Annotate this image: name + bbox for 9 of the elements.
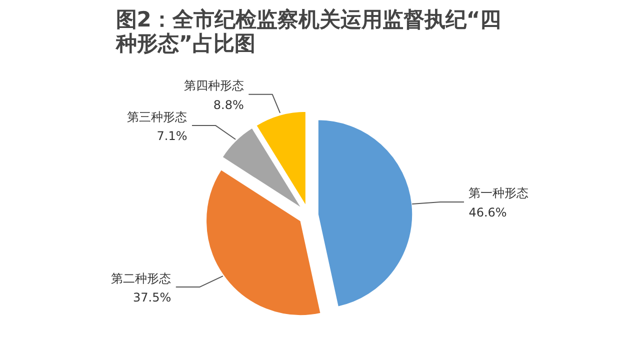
slice-label: 第四种形态	[184, 78, 244, 93]
data-label: 7.1%	[156, 129, 188, 144]
data-label: 37.5%	[133, 290, 172, 305]
slice-label: 第三种形态	[127, 110, 188, 124]
slice-label: 第一种形态	[468, 186, 529, 200]
data-label: 46.6%	[468, 206, 507, 220]
data-label: 8.8%	[213, 98, 244, 112]
chart-title: 图2：全市纪检监察机关运用监督执纪“四种形态”占比图	[114, 8, 502, 56]
slice-label: 第二种形态	[111, 271, 172, 286]
